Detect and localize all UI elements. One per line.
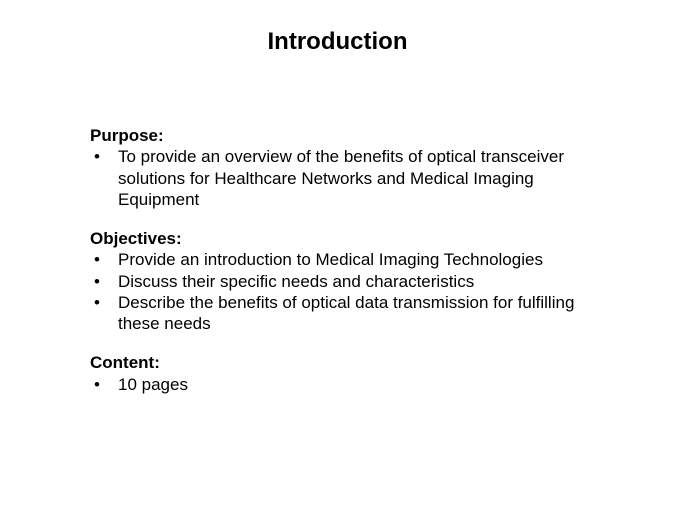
slide: Introduction Purpose: To provide an over… bbox=[0, 0, 675, 506]
list-item: To provide an overview of the benefits o… bbox=[90, 146, 590, 210]
list-item: Discuss their specific needs and charact… bbox=[90, 271, 590, 292]
slide-title: Introduction bbox=[0, 28, 675, 56]
section-label-purpose: Purpose: bbox=[90, 125, 590, 146]
slide-body: Purpose: To provide an overview of the b… bbox=[90, 125, 590, 395]
bullet-list-content: 10 pages bbox=[90, 374, 590, 395]
section-label-objectives: Objectives: bbox=[90, 228, 590, 249]
bullet-list-purpose: To provide an overview of the benefits o… bbox=[90, 146, 590, 210]
list-item: Describe the benefits of optical data tr… bbox=[90, 292, 590, 335]
bullet-list-objectives: Provide an introduction to Medical Imagi… bbox=[90, 249, 590, 334]
section-label-content: Content: bbox=[90, 352, 590, 373]
list-item: Provide an introduction to Medical Imagi… bbox=[90, 249, 590, 270]
list-item: 10 pages bbox=[90, 374, 590, 395]
